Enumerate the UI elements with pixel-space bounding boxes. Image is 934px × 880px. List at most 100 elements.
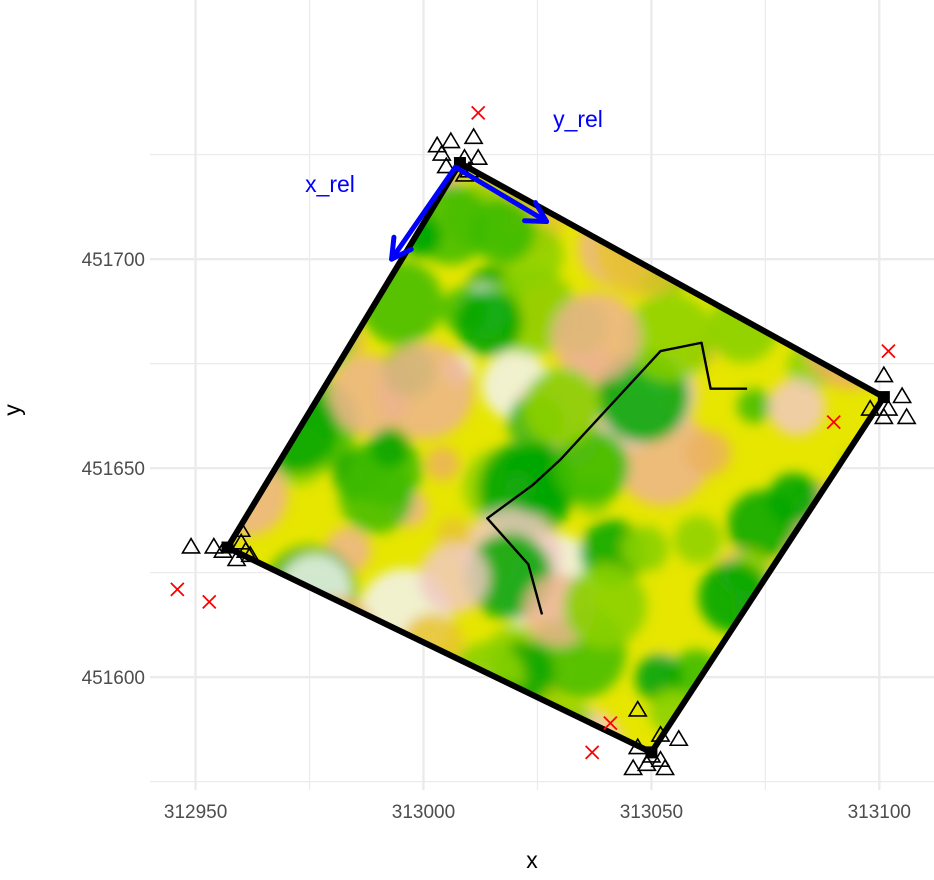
triangle-marker	[878, 399, 899, 416]
raster-patch	[406, 737, 436, 753]
triangle-marker	[623, 758, 644, 776]
raster-patch	[803, 294, 884, 390]
triangle-marker	[650, 750, 671, 767]
triangle-marker	[427, 135, 448, 153]
vegetation-raster	[227, 163, 884, 753]
raster-patch	[625, 293, 715, 382]
cross-marker	[585, 745, 600, 760]
triangle-marker	[181, 536, 201, 554]
raster-patch	[685, 430, 731, 476]
corner-markers	[221, 157, 890, 759]
triangle-marker	[873, 407, 894, 425]
raster-patch	[622, 525, 669, 573]
raster-patch	[284, 303, 355, 373]
raster-patch	[425, 446, 460, 481]
y-tick-label: 451600	[82, 668, 145, 689]
raster-patch	[826, 172, 884, 252]
triangle-marker	[650, 725, 671, 742]
triangle-marker	[668, 729, 689, 747]
raster-patch	[358, 260, 444, 345]
raster-patch	[229, 348, 294, 413]
triangle-marker	[896, 407, 917, 425]
raster-patch	[749, 695, 809, 753]
raster-patch	[339, 459, 414, 534]
arrow-head	[389, 234, 414, 262]
raster-patch	[563, 564, 647, 648]
raster-patch	[843, 717, 884, 753]
raster-patch	[607, 184, 667, 244]
raster-patch	[349, 692, 404, 748]
y-axis-title: y	[0, 404, 25, 416]
cross-points	[170, 105, 896, 760]
raster-patch	[246, 349, 293, 396]
raster-patch	[227, 575, 308, 679]
raster-patch	[266, 622, 345, 701]
raster-patch	[285, 263, 348, 327]
raster-patch	[768, 378, 826, 436]
raster-patch	[812, 584, 884, 684]
triangle-marker	[231, 532, 252, 550]
raster-patch	[227, 332, 277, 399]
raster-patch	[260, 665, 296, 700]
y-tick-label: 451650	[82, 459, 145, 480]
y-axis-ticks: 451600 451650 451700	[82, 250, 145, 689]
raster-patch	[391, 661, 465, 735]
triangle-marker	[463, 127, 484, 145]
y-tick-label: 451700	[82, 250, 145, 271]
raster-patch	[849, 163, 884, 187]
raster-patch	[373, 676, 443, 746]
triangle-marker	[431, 144, 452, 161]
triangle-marker	[892, 386, 913, 404]
triangle-marker	[240, 545, 261, 563]
raster-patch	[642, 163, 672, 183]
raster-patch	[276, 316, 336, 376]
raster-patch	[303, 596, 375, 668]
raster-patch	[728, 700, 815, 753]
raster-patch	[673, 515, 723, 564]
raster-patch	[480, 685, 577, 753]
triangle-marker	[440, 131, 461, 149]
raster-patch	[388, 712, 417, 741]
triangle-marker	[203, 536, 224, 554]
x-tick-label: 313000	[392, 802, 455, 823]
raster-patch	[227, 213, 285, 295]
triangle-marker	[655, 758, 676, 776]
raster-patch	[252, 249, 330, 327]
triangle-marker	[231, 520, 252, 538]
triangle-marker	[627, 737, 648, 755]
arrow-shaft	[452, 164, 550, 225]
triangle-marker	[636, 754, 657, 772]
cross-marker	[202, 594, 217, 610]
arrow-shaft	[389, 164, 458, 262]
raster-patch	[362, 699, 409, 746]
raster-patch	[352, 652, 417, 716]
raster-patch	[227, 288, 255, 327]
raster-patch	[670, 163, 709, 191]
x-tick-label: 313100	[848, 802, 911, 823]
raster-patch	[767, 473, 820, 525]
raster-patch	[626, 175, 692, 242]
raster-patch	[231, 281, 298, 348]
cross-marker	[603, 715, 618, 731]
raster-patch	[370, 427, 410, 468]
corner-marker	[221, 541, 234, 554]
raster-patch	[616, 204, 652, 239]
triangle-marker	[860, 399, 881, 416]
corner-marker	[877, 391, 890, 404]
raster-patch	[551, 292, 641, 382]
x-axis-ticks: 312950 313000 313050 313100	[164, 802, 911, 823]
raster-patch	[308, 712, 371, 753]
path-line	[486, 341, 748, 615]
x-rel-arrow-label: x_rel	[305, 171, 355, 197]
raster-patch	[469, 197, 536, 264]
cross-marker	[170, 582, 185, 597]
path-polyline	[486, 341, 748, 615]
raster-patch	[436, 517, 472, 553]
raster-patch	[376, 342, 474, 440]
cross-marker	[471, 105, 486, 120]
direction-arrows	[389, 164, 550, 262]
raster-patch	[283, 338, 320, 375]
raster-patch	[565, 163, 618, 204]
raster-patch	[726, 223, 767, 264]
